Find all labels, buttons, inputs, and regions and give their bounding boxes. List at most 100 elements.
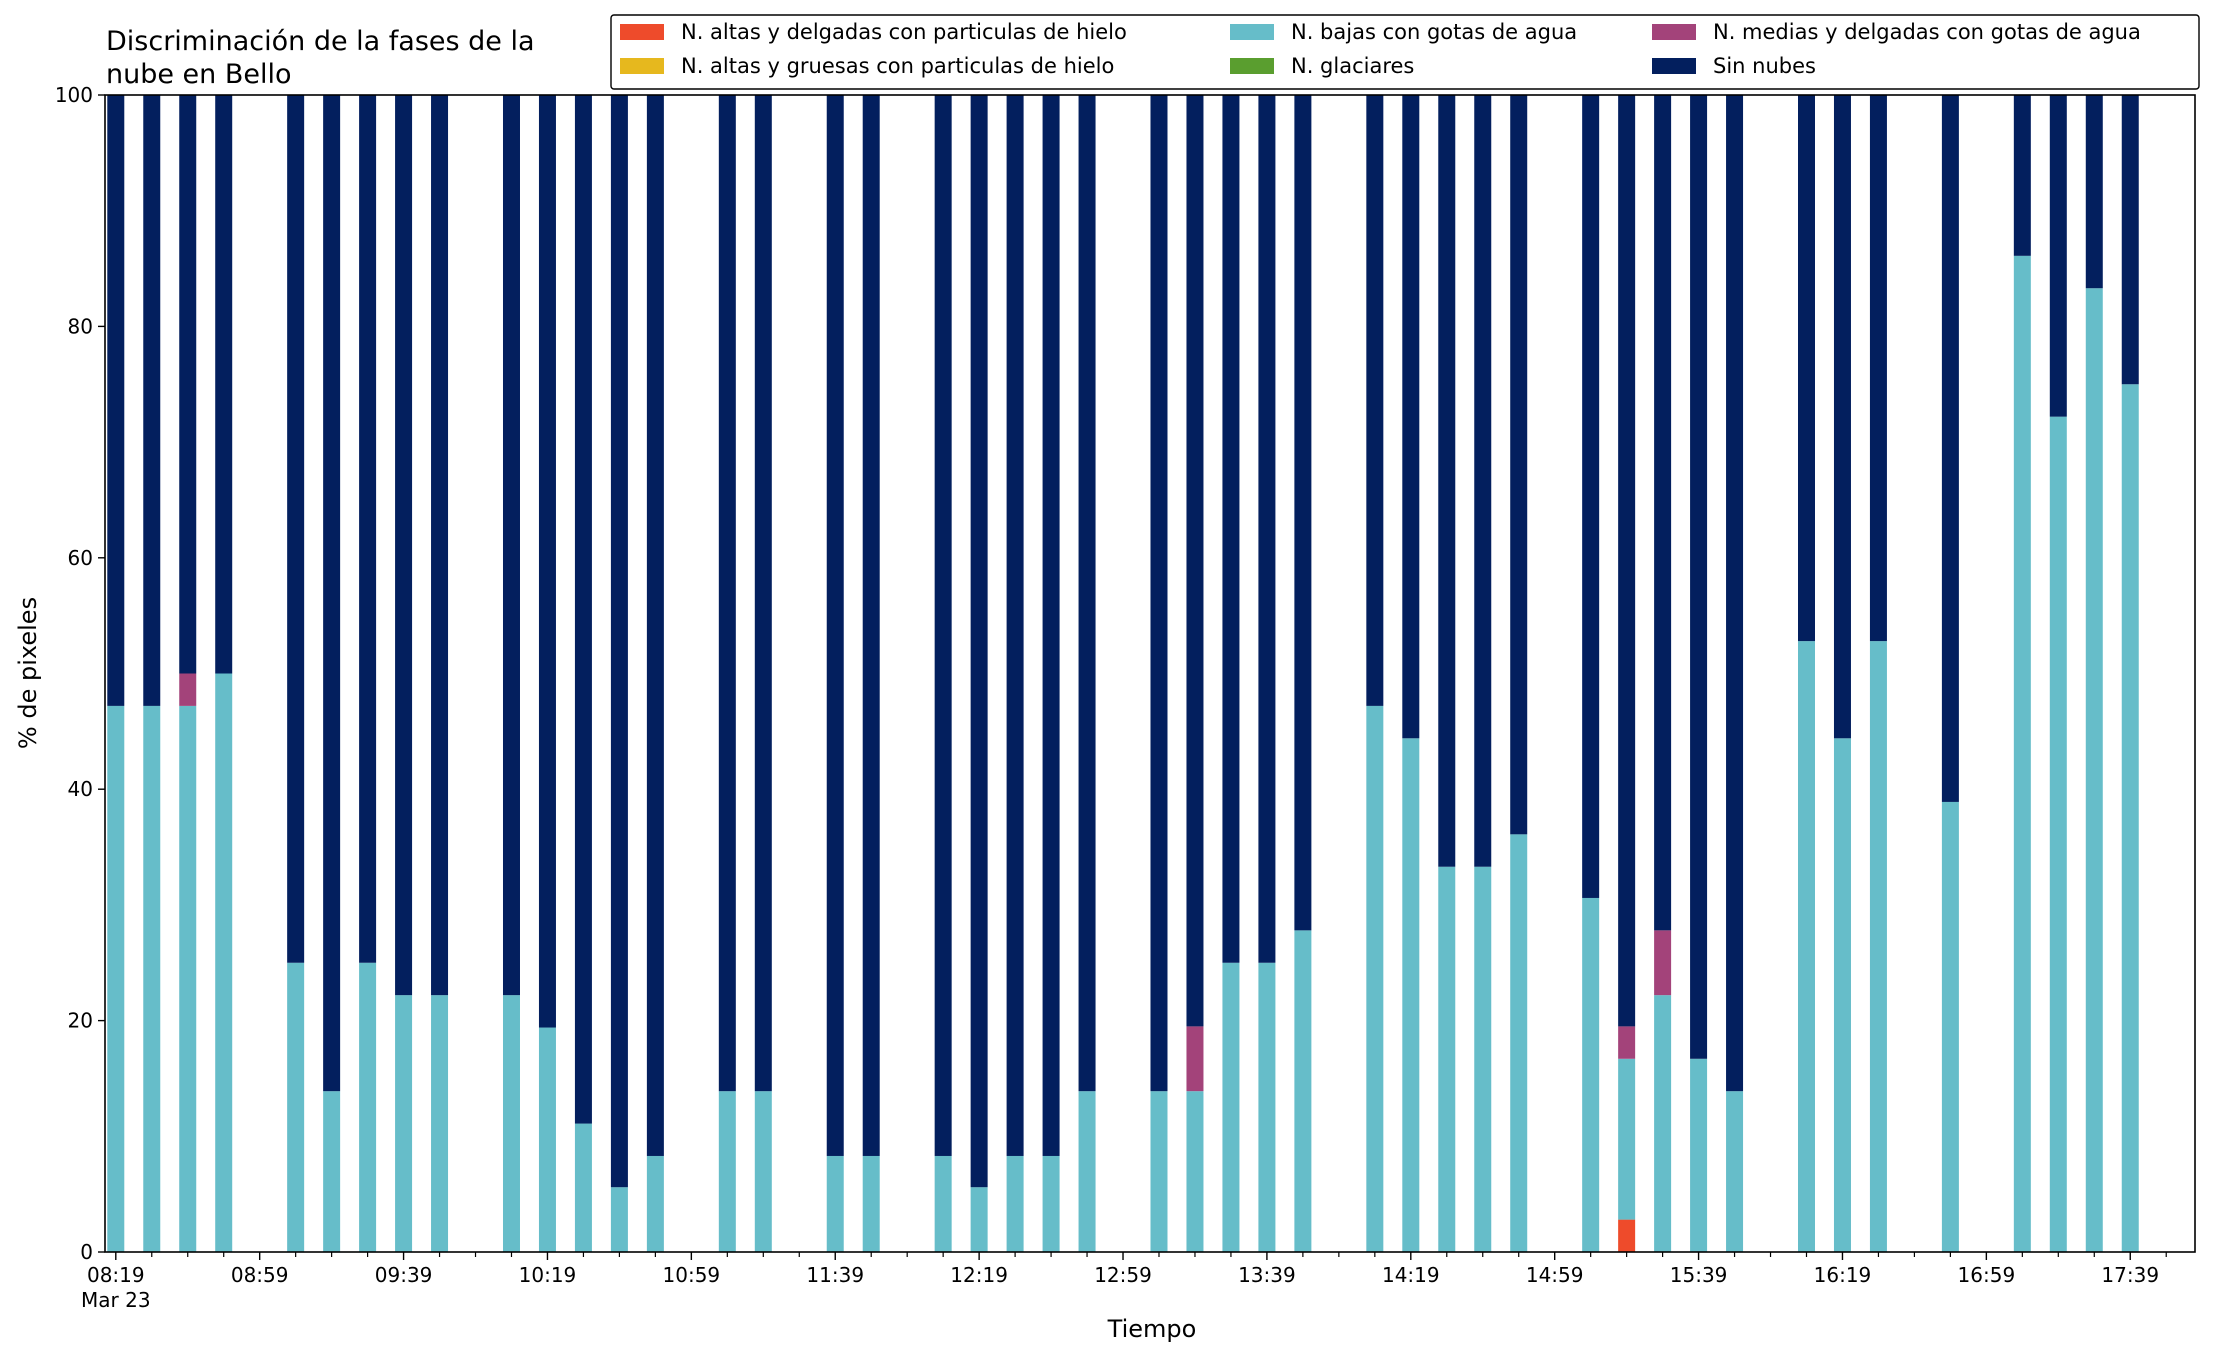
bar-stack [2013, 95, 2031, 1252]
bar-segment-bajas-agua [2049, 416, 2067, 1252]
bar-segment-sin-nubes [1726, 95, 1744, 1092]
bar-segment-sin-nubes [1690, 95, 1708, 1059]
bar-stack [574, 95, 592, 1252]
bar-segment-bajas-agua [538, 1027, 556, 1252]
x-tick-label: 14:59 [1526, 1263, 1584, 1287]
bar-segment-bajas-agua [431, 995, 449, 1252]
y-tick-label: 40 [68, 777, 93, 801]
legend-swatch [1230, 58, 1274, 74]
legend-label: N. medias y delgadas con gotas de agua [1713, 20, 2141, 44]
legend: N. altas y delgadas con particulas de hi… [610, 14, 2200, 90]
bar-segment-medias-delgadas-agua [179, 673, 197, 706]
bar-segment-medias-delgadas-agua [1186, 1026, 1204, 1092]
bar-segment-bajas-agua [1402, 738, 1420, 1252]
bar-segment-bajas-agua [970, 1187, 988, 1252]
bar-segment-sin-nubes [646, 95, 664, 1156]
bar-segment-bajas-agua [359, 962, 377, 1252]
bar-segment-sin-nubes [574, 95, 592, 1124]
bar-segment-bajas-agua [2085, 288, 2103, 1253]
bar-stack [323, 95, 341, 1252]
bar-stack [1618, 95, 1636, 1252]
bar-stack [1474, 95, 1492, 1252]
bar-segment-sin-nubes [826, 95, 844, 1156]
bar-stack [395, 95, 413, 1252]
bar-stack [538, 95, 556, 1252]
bar-stack [2049, 95, 2067, 1252]
bar-segment-sin-nubes [1222, 95, 1240, 963]
legend-label: N. bajas con gotas de agua [1291, 20, 1577, 44]
bar-stack [1006, 95, 1024, 1252]
x-tick-label: 12:59 [1094, 1263, 1152, 1287]
x-tick-label: 08:19 [87, 1263, 145, 1287]
bar-segment-bajas-agua [1366, 705, 1384, 1252]
x-tick-date-label: Mar 23 [81, 1288, 151, 1312]
bar-stack [431, 95, 449, 1252]
bar-stack [826, 95, 844, 1252]
bar-segment-sin-nubes [179, 95, 197, 674]
bar-stack [610, 95, 628, 1252]
legend-item: N. glaciares [1230, 54, 1414, 78]
bar-segment-sin-nubes [1438, 95, 1456, 867]
legend-swatch [1652, 24, 1696, 40]
bar-segment-bajas-agua [1654, 995, 1672, 1252]
plot-frame [104, 94, 2196, 1253]
bar-segment-sin-nubes [431, 95, 449, 996]
x-tick-label: 09:39 [375, 1263, 433, 1287]
bar-segment-bajas-agua [826, 1155, 844, 1252]
bar-segment-bajas-agua [1833, 738, 1851, 1252]
bar-segment-sin-nubes [1582, 95, 1600, 898]
bar-segment-bajas-agua [1510, 834, 1528, 1252]
legend-swatch [1230, 24, 1274, 40]
bar-stack [1798, 95, 1815, 1252]
x-tick-label: 16:59 [1958, 1263, 2016, 1287]
bar-segment-sin-nubes [1833, 95, 1851, 739]
bar-segment-medias-delgadas-agua [1654, 930, 1672, 996]
y-tick-label: 80 [68, 314, 93, 338]
bar-segment-sin-nubes [323, 95, 341, 1092]
bar-segment-sin-nubes [2121, 95, 2139, 385]
bar-segment-sin-nubes [1078, 95, 1096, 1092]
bar-segment-sin-nubes [1294, 95, 1312, 931]
bar-segment-sin-nubes [1402, 95, 1420, 739]
bar-segment-bajas-agua [2121, 384, 2139, 1252]
bar-segment-bajas-agua [610, 1187, 628, 1252]
x-tick-label: 10:59 [663, 1263, 721, 1287]
x-tick-label: 13:39 [1238, 1263, 1296, 1287]
bar-segment-bajas-agua [1006, 1155, 1024, 1252]
bar-stack [1941, 95, 1959, 1252]
y-axis: 0 20 40 60 80 100 [55, 83, 105, 1264]
bar-segment-bajas-agua [143, 705, 161, 1252]
x-tick-label: 14:19 [1382, 1263, 1440, 1287]
bar-stack [2121, 95, 2139, 1252]
bar-segment-bajas-agua [287, 962, 305, 1252]
bar-stack [1402, 95, 1420, 1252]
bar-segment-sin-nubes [395, 95, 413, 996]
x-tick-label: 08:59 [231, 1263, 289, 1287]
legend-item: N. altas y delgadas con particulas de hi… [620, 20, 1127, 44]
x-tick-label: 12:19 [950, 1263, 1008, 1287]
bar-segment-bajas-agua [718, 1091, 736, 1252]
y-tick-label: 20 [68, 1009, 93, 1033]
legend-swatch [620, 58, 664, 74]
bar-segment-bajas-agua [107, 705, 125, 1252]
x-tick-label: 10:19 [519, 1263, 577, 1287]
bar-stack [1833, 95, 1851, 1252]
y-tick-label: 60 [68, 546, 93, 570]
legend-label: N. altas y gruesas con particulas de hie… [681, 54, 1114, 78]
bar-segment-sin-nubes [1941, 95, 1959, 802]
bar-stack [1150, 95, 1168, 1252]
bar-segment-sin-nubes [1042, 95, 1060, 1156]
bar-segment-bajas-agua [1798, 641, 1815, 1252]
bar-segment-bajas-agua [1690, 1058, 1708, 1252]
bar-segment-sin-nubes [610, 95, 628, 1188]
bar-segment-sin-nubes [502, 95, 520, 996]
x-tick-label: 16:19 [1814, 1263, 1872, 1287]
bar-segment-bajas-agua [2013, 255, 2031, 1252]
bar-segment-bajas-agua [1869, 641, 1887, 1252]
chart-title-line-2: nube en Bello [106, 59, 292, 90]
bar-stack [1222, 95, 1240, 1252]
bar-segment-bajas-agua [1042, 1155, 1060, 1252]
bar-stack [862, 95, 880, 1252]
bar-segment-sin-nubes [143, 95, 161, 706]
